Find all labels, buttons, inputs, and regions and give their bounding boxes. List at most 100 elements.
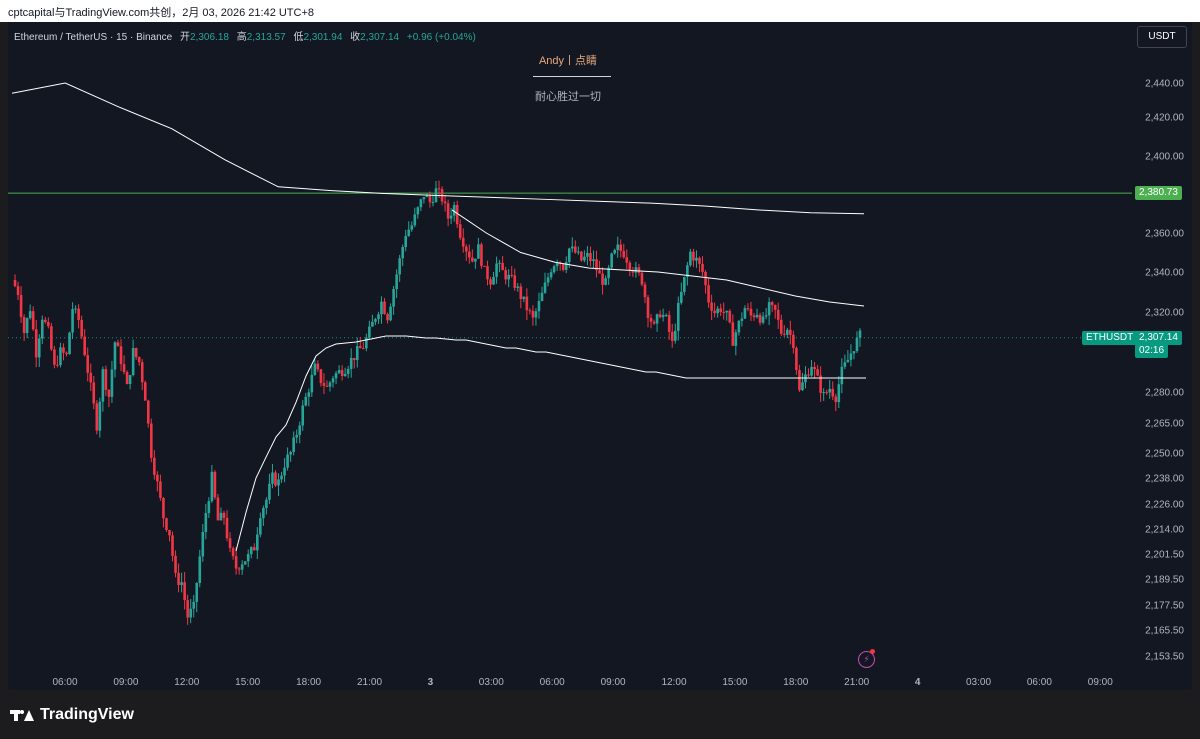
candle-body bbox=[225, 517, 229, 539]
candle-body bbox=[655, 314, 659, 324]
candle-body bbox=[77, 308, 80, 321]
candle-body bbox=[561, 264, 565, 270]
candle-body bbox=[728, 310, 732, 323]
candle-body bbox=[752, 315, 756, 318]
candle-body bbox=[125, 372, 129, 385]
candle-body bbox=[204, 513, 208, 532]
candle-body bbox=[646, 297, 650, 318]
candle-body bbox=[86, 355, 90, 373]
candle-body bbox=[16, 286, 20, 296]
currency-button[interactable]: USDT bbox=[1137, 26, 1187, 48]
legend: Ethereum / TetherUS · 15 · Binance 开2,30… bbox=[14, 28, 476, 43]
candle-body bbox=[316, 363, 320, 370]
candle-body bbox=[146, 400, 150, 424]
y-tick-label: 2,214.00 bbox=[1145, 525, 1184, 536]
candle-body bbox=[352, 357, 356, 360]
candle-body bbox=[731, 322, 735, 346]
y-tick-label: 2,238.00 bbox=[1145, 474, 1184, 485]
price-chart[interactable]: 2,440.00 2,420.00 2,400.00 2,360.00 2,340.00… bbox=[8, 22, 1192, 690]
candle-body bbox=[392, 289, 395, 307]
open-label: 开 bbox=[180, 32, 191, 43]
candle-body bbox=[816, 369, 819, 376]
vwap-line bbox=[11, 82, 865, 215]
candle-body bbox=[422, 196, 426, 200]
candle-body bbox=[174, 555, 177, 573]
candle-body bbox=[531, 310, 535, 318]
candle-body bbox=[237, 568, 241, 570]
candle-body bbox=[337, 370, 341, 374]
chart-panel[interactable]: 2,440.00 2,420.00 2,400.00 2,360.00 2,340.00… bbox=[8, 22, 1192, 690]
candle-body bbox=[516, 286, 520, 288]
candle-body bbox=[95, 403, 99, 431]
candle-body bbox=[92, 382, 96, 404]
candle-body bbox=[40, 319, 44, 339]
y-tick-label: 2,177.50 bbox=[1145, 601, 1184, 612]
candle-body bbox=[782, 333, 786, 335]
candle-body bbox=[50, 326, 53, 350]
candle-body bbox=[310, 374, 314, 393]
candle-body bbox=[355, 346, 359, 360]
x-tick-label: 09:00 bbox=[1088, 677, 1113, 688]
candle-body bbox=[471, 257, 474, 262]
candle-body bbox=[68, 332, 71, 355]
candle-body bbox=[592, 259, 595, 262]
y-tick-label: 2,165.50 bbox=[1145, 626, 1184, 637]
candle-body bbox=[813, 366, 816, 370]
candle-body bbox=[89, 372, 93, 383]
candle-body bbox=[74, 308, 77, 310]
candle-body bbox=[325, 385, 329, 387]
candle-body bbox=[652, 321, 656, 324]
y-tick-label: 2,265.00 bbox=[1145, 419, 1184, 430]
candle-body bbox=[807, 374, 810, 376]
candle-body bbox=[707, 285, 710, 303]
symbol-title[interactable]: Ethereum / TetherUS · 15 · Binance bbox=[14, 32, 173, 43]
candle-body bbox=[246, 554, 250, 562]
candle-body bbox=[177, 572, 180, 586]
candle-body bbox=[528, 310, 532, 312]
candle-body bbox=[380, 301, 383, 315]
candle-body bbox=[195, 583, 199, 602]
candle-body bbox=[452, 205, 456, 216]
level-price-badge: 2,380.73 bbox=[1135, 186, 1182, 201]
candle-body bbox=[249, 547, 253, 555]
candle-body bbox=[613, 249, 616, 254]
candle-body bbox=[843, 362, 847, 367]
candle-body bbox=[461, 237, 465, 247]
y-tick-label: 2,201.50 bbox=[1145, 550, 1184, 561]
candle-body bbox=[268, 483, 271, 500]
candle-body bbox=[555, 262, 559, 267]
candle-body bbox=[631, 270, 635, 273]
candle-body bbox=[328, 382, 332, 387]
candle-body bbox=[534, 311, 538, 318]
candle-body bbox=[398, 258, 401, 275]
high-label: 高 bbox=[236, 32, 247, 43]
candle-body bbox=[446, 203, 450, 219]
candle-body bbox=[604, 278, 607, 285]
candle-body bbox=[65, 352, 68, 355]
candle-body bbox=[59, 347, 62, 366]
candle-body bbox=[168, 530, 171, 536]
candle-body bbox=[368, 326, 371, 338]
candle-body bbox=[53, 349, 56, 365]
candle-body bbox=[256, 534, 259, 551]
candle-body bbox=[589, 253, 592, 262]
candle-body bbox=[770, 302, 774, 306]
candle-body bbox=[331, 378, 335, 383]
candle-body bbox=[428, 195, 432, 203]
y-tick-label: 2,189.50 bbox=[1145, 575, 1184, 586]
candle-body bbox=[798, 370, 801, 391]
candle-body bbox=[840, 366, 844, 385]
candle-body bbox=[80, 320, 83, 337]
candle-body bbox=[498, 262, 501, 264]
candle-body bbox=[437, 188, 441, 190]
candle-body bbox=[346, 368, 350, 374]
candle-body bbox=[507, 274, 510, 280]
candle-body bbox=[495, 263, 498, 277]
candle-body bbox=[374, 319, 377, 322]
candle-body bbox=[773, 305, 777, 310]
candle-body bbox=[28, 311, 32, 319]
candle-body bbox=[664, 314, 668, 316]
candle-body bbox=[298, 425, 302, 435]
candle-body bbox=[673, 330, 677, 341]
lightning-icon[interactable]: ⚡ bbox=[858, 651, 875, 668]
